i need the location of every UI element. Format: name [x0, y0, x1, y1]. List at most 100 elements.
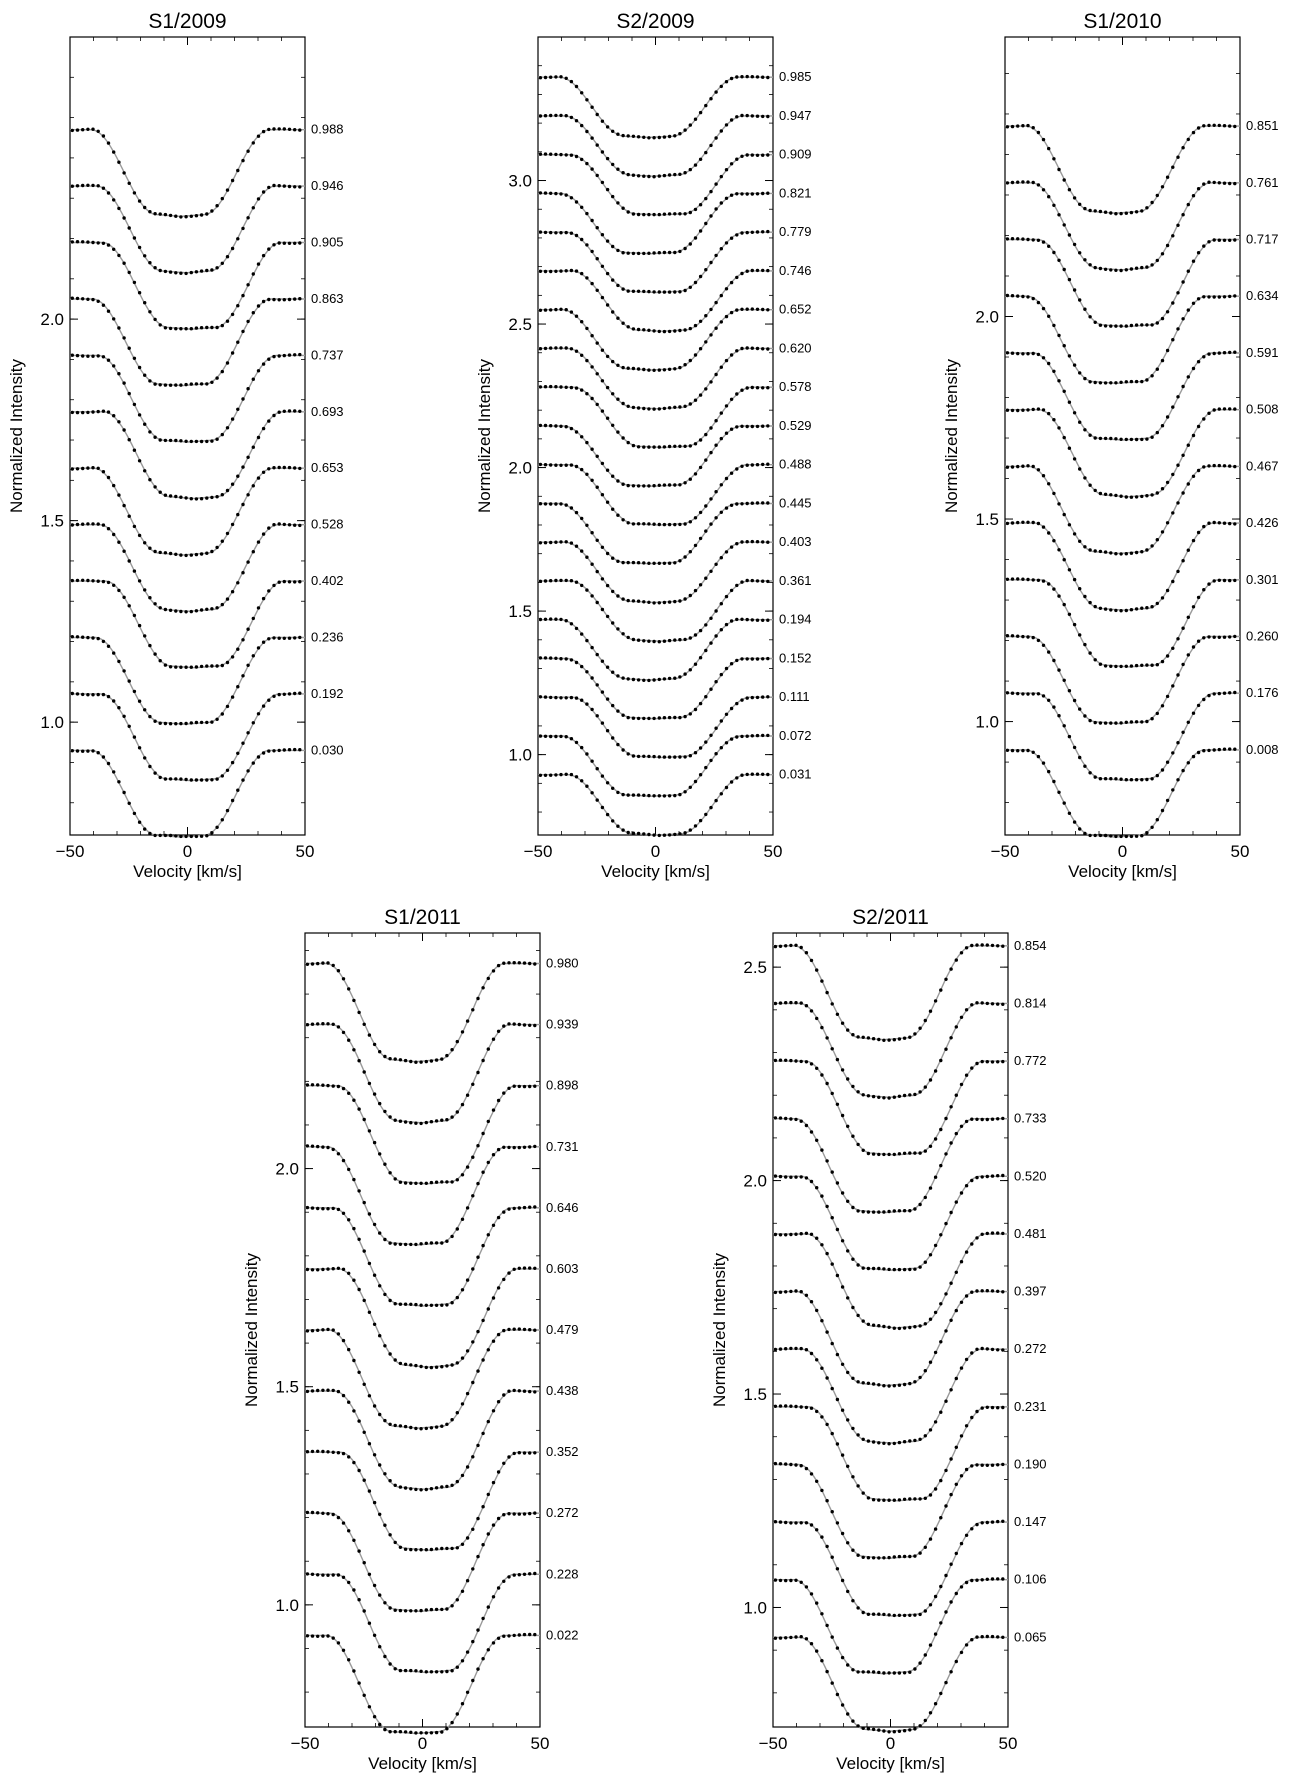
data-point: [174, 271, 178, 275]
model-line: [538, 657, 773, 720]
data-point: [580, 698, 584, 702]
data-point: [398, 1058, 403, 1062]
data-point: [809, 1009, 814, 1013]
data-point: [564, 772, 568, 776]
data-point: [215, 376, 219, 380]
data-point: [678, 444, 682, 448]
data-point: [1057, 426, 1061, 430]
data-point: [662, 716, 667, 720]
data-point: [533, 1390, 537, 1394]
data-point: [719, 510, 723, 514]
data-point: [393, 1358, 397, 1362]
data-point: [882, 1096, 886, 1100]
phase-label: 0.192: [311, 686, 344, 701]
data-point: [652, 484, 656, 488]
observed-profile: [773, 943, 1005, 1043]
data-point: [657, 407, 661, 411]
data-point: [913, 1613, 917, 1617]
data-point: [673, 676, 677, 680]
data-point: [112, 247, 116, 251]
data-point: [267, 357, 271, 361]
data-point: [305, 1205, 310, 1210]
data-point: [830, 1170, 834, 1174]
data-point: [611, 819, 615, 823]
data-point: [688, 593, 692, 598]
data-point: [246, 627, 250, 631]
data-point: [230, 695, 235, 699]
model-line: [773, 1118, 1008, 1214]
data-point: [954, 1308, 958, 1313]
data-point: [1031, 520, 1035, 525]
data-point: [897, 1440, 902, 1445]
data-point: [631, 289, 636, 293]
data-point: [267, 297, 271, 302]
phase-label: 0.779: [779, 224, 812, 239]
data-point: [1083, 428, 1087, 432]
data-point: [326, 1512, 330, 1516]
data-point: [1217, 691, 1222, 696]
data-point: [251, 654, 255, 658]
data-point: [1228, 181, 1232, 186]
data-point: [735, 776, 739, 780]
data-point: [611, 194, 615, 199]
data-point: [1047, 769, 1051, 774]
data-point: [106, 191, 111, 195]
data-point: [611, 359, 615, 364]
data-point: [1021, 352, 1025, 356]
data-point: [1005, 465, 1010, 469]
data-point: [688, 444, 692, 448]
data-point: [1016, 351, 1020, 356]
data-point: [1228, 578, 1232, 583]
data-point: [789, 1578, 793, 1583]
data-point: [1062, 435, 1066, 440]
data-point: [1010, 748, 1015, 753]
data-point: [1181, 768, 1185, 773]
data-point: [1057, 167, 1061, 172]
data-point: [590, 594, 594, 598]
data-point: [378, 1050, 382, 1054]
data-point: [70, 749, 75, 753]
data-point: [683, 714, 687, 719]
data-point: [496, 1332, 501, 1337]
data-point: [835, 1057, 840, 1062]
data-point: [507, 1389, 511, 1393]
data-point: [809, 1179, 814, 1184]
data-point: [347, 1091, 351, 1096]
model-line: [305, 1146, 540, 1246]
data-point: [662, 600, 667, 605]
data-point: [528, 1145, 532, 1149]
observed-profile: [538, 113, 770, 179]
data-point: [261, 190, 266, 194]
data-point: [1010, 351, 1015, 355]
data-point: [321, 1145, 325, 1149]
data-point: [724, 476, 729, 481]
data-point: [1093, 775, 1097, 779]
data-point: [1021, 180, 1025, 184]
data-point: [1103, 721, 1108, 725]
data-point: [236, 647, 240, 651]
data-point: [851, 1033, 855, 1037]
data-point: [636, 367, 641, 371]
data-point: [569, 579, 574, 583]
data-point: [554, 540, 558, 544]
data-point: [429, 1607, 434, 1612]
observed-profile: [538, 307, 770, 372]
data-point: [580, 388, 584, 392]
data-point: [261, 640, 266, 644]
phase-label: 0.022: [546, 1627, 579, 1642]
data-point: [220, 712, 224, 716]
data-point: [825, 1544, 829, 1549]
data-point: [1228, 691, 1232, 695]
data-point: [481, 1431, 485, 1436]
data-point: [210, 380, 214, 384]
data-point: [1176, 778, 1180, 782]
data-point: [642, 793, 646, 797]
data-point: [1186, 137, 1191, 142]
data-point: [605, 614, 610, 619]
phase-label: 0.946: [311, 178, 344, 193]
data-point: [621, 401, 625, 406]
data-point: [1145, 323, 1149, 327]
observed-profile: [538, 501, 770, 565]
data-point: [528, 1632, 532, 1637]
data-point: [595, 652, 599, 657]
